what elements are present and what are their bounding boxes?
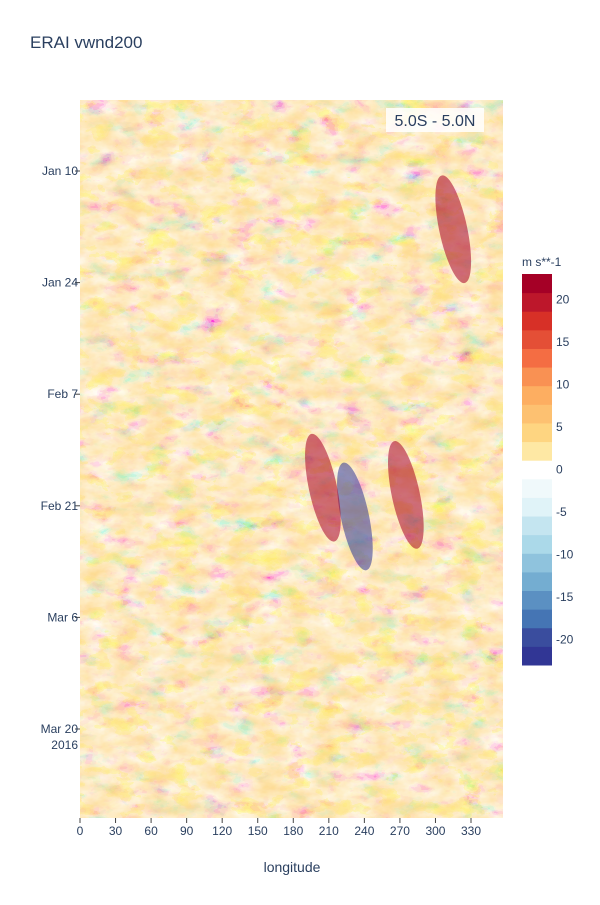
colorbar-band xyxy=(522,329,552,349)
heatmap-feature xyxy=(387,441,424,549)
colorbar-ticks: 20 15 10 5 0 -5 -10 -15 -20 xyxy=(556,293,574,647)
colorbar-tick-label: 10 xyxy=(556,378,570,392)
x-tick-label: 240 xyxy=(354,824,374,838)
plot-area xyxy=(80,100,503,818)
heatmap-feature xyxy=(435,175,472,284)
y-tick-label: Feb 7 xyxy=(47,387,78,401)
x-tick-label: 180 xyxy=(283,824,303,838)
colorbar-tick-label: 15 xyxy=(556,335,570,349)
x-tick-label: 60 xyxy=(144,824,158,838)
colorbar: m s**-1 20 15 10 5 0 -5 -10 -15 -20 xyxy=(522,255,574,666)
colorbar-title: m s**-1 xyxy=(522,255,562,269)
colorbar-tick-label: -5 xyxy=(556,505,567,519)
x-tick-label: 120 xyxy=(212,824,232,838)
colorbar-tick-label: -20 xyxy=(556,633,574,647)
y-tick-label: Mar 6 xyxy=(47,610,78,624)
x-tick-label: 210 xyxy=(319,824,339,838)
colorbar-band xyxy=(522,609,552,629)
colorbar-band xyxy=(522,646,552,666)
colorbar-tick-label: -10 xyxy=(556,548,574,562)
x-tick-label: 270 xyxy=(390,824,410,838)
x-tick-label: 0 xyxy=(77,824,84,838)
colorbar-band xyxy=(522,292,552,312)
colorbar-band xyxy=(522,348,552,368)
colorbar-band xyxy=(522,311,552,331)
annotation-background xyxy=(386,108,484,132)
annotation-text: 5.0S - 5.0N xyxy=(395,113,476,130)
heatmap-feature xyxy=(337,462,373,571)
y-tick-label: Feb 21 xyxy=(41,499,79,513)
x-tick-label: 150 xyxy=(248,824,268,838)
colorbar-band xyxy=(522,460,552,480)
colorbar-band xyxy=(522,385,552,405)
colorbar-band xyxy=(522,404,552,424)
heatmap-field xyxy=(80,100,503,818)
colorbar-band xyxy=(522,553,552,573)
colorbar-band xyxy=(522,627,552,647)
x-axis-label: longitude xyxy=(264,859,321,875)
colorbar-band xyxy=(522,422,552,443)
colorbar-tick-label: 5 xyxy=(556,420,563,434)
y-axis: Jan 10 Jan 24 Feb 7 Feb 21 Mar 6 Mar 20 2016 xyxy=(41,164,80,752)
colorbar-tick-label: 0 xyxy=(556,463,563,477)
y-tick-label: Jan 24 xyxy=(42,276,78,290)
heatmap-features xyxy=(305,175,472,571)
y-year-label: 2016 xyxy=(51,738,78,752)
colorbar-band xyxy=(522,274,552,294)
x-tick-label: 90 xyxy=(180,824,194,838)
x-tick-label: 30 xyxy=(109,824,123,838)
colorbar-band xyxy=(522,516,552,536)
chart-title: ERAI vwnd200 xyxy=(30,33,143,52)
x-axis: 0 30 60 90 120 150 180 210 240 270 300 330 xyxy=(77,818,481,838)
region-annotation: 5.0S - 5.0N xyxy=(386,108,484,132)
x-tick-label: 300 xyxy=(425,824,445,838)
y-tick-label: Jan 10 xyxy=(42,164,78,178)
colorbar-bands xyxy=(522,274,552,666)
colorbar-band xyxy=(522,590,552,610)
heatmap-feature xyxy=(305,433,341,542)
x-tick-label: 330 xyxy=(461,824,481,838)
colorbar-band xyxy=(522,441,552,461)
colorbar-band xyxy=(522,497,552,517)
colorbar-band xyxy=(522,478,552,498)
colorbar-band xyxy=(522,571,552,592)
colorbar-band xyxy=(522,367,552,387)
colorbar-band xyxy=(522,534,552,554)
y-tick-label: Mar 20 xyxy=(41,722,79,736)
colorbar-tick-label: 20 xyxy=(556,293,570,307)
colorbar-tick-label: -15 xyxy=(556,590,574,604)
